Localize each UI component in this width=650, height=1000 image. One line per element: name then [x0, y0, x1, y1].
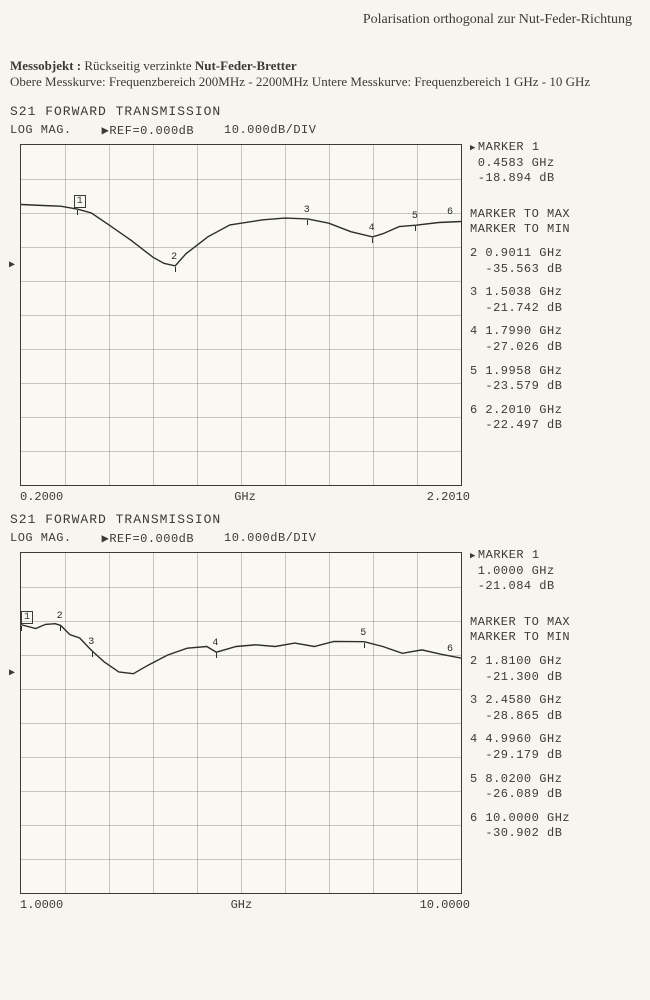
chart-1-xleft: 1.0000	[20, 898, 63, 912]
chart-1-xright: 10.0000	[420, 898, 470, 912]
page-header: Polarisation orthogonal zur Nut-Feder-Ri…	[0, 0, 650, 28]
desc-bold: Nut-Feder-Bretter	[195, 58, 297, 73]
chart-0: S21 FORWARD TRANSMISSION LOG MAG. ▶REF=0…	[10, 104, 650, 504]
chart-1-sub-right: 10.000dB/DIV	[224, 531, 316, 546]
chart-1: S21 FORWARD TRANSMISSION LOG MAG. ▶REF=0…	[10, 512, 650, 912]
chart-0-sub-mid: ▶REF=0.000dB	[102, 123, 194, 138]
marker-label: 1	[74, 195, 86, 208]
desc-label: Messobjekt :	[10, 58, 84, 73]
marker-label: 2	[57, 611, 63, 622]
marker-label: 4	[369, 223, 375, 234]
marker-label: 5	[360, 628, 366, 639]
chart-1-title: S21 FORWARD TRANSMISSION	[10, 512, 650, 527]
marker-label: 6	[447, 644, 453, 655]
chart-0-sub-right: 10.000dB/DIV	[224, 123, 316, 138]
marker-label: 3	[304, 205, 310, 216]
marker-label: 6	[447, 207, 453, 218]
chart-0-xleft: 0.2000	[20, 490, 63, 504]
marker-label: 4	[212, 638, 218, 649]
description-block: Messobjekt : Rückseitig verzinkte Nut-Fe…	[0, 28, 650, 96]
chart-0-graph: ▶123456	[20, 144, 462, 486]
chart-1-xcenter: GHz	[231, 898, 253, 912]
marker-label: 2	[171, 252, 177, 263]
chart-0-title: S21 FORWARD TRANSMISSION	[10, 104, 650, 119]
marker-label: 5	[412, 211, 418, 222]
chart-0-xcenter: GHz	[234, 490, 256, 504]
desc-line2: Obere Messkurve: Frequenzbereich 200MHz …	[10, 74, 590, 89]
chart-1-panel: MARKER 1 1.0000 GHz -21.084 dBMARKER TO …	[462, 548, 640, 894]
desc-text1: Rückseitig verzinkte	[84, 58, 194, 73]
marker-label: 3	[88, 637, 94, 648]
chart-0-panel: MARKER 1 0.4583 GHz -18.894 dBMARKER TO …	[462, 140, 640, 486]
chart-0-xright: 2.2010	[427, 490, 470, 504]
chart-1-graph: ▶123456	[20, 552, 462, 894]
chart-0-sub-left: LOG MAG.	[10, 123, 72, 138]
marker-label: 1	[21, 611, 33, 624]
chart-1-sub-mid: ▶REF=0.000dB	[102, 531, 194, 546]
chart-1-sub-left: LOG MAG.	[10, 531, 72, 546]
